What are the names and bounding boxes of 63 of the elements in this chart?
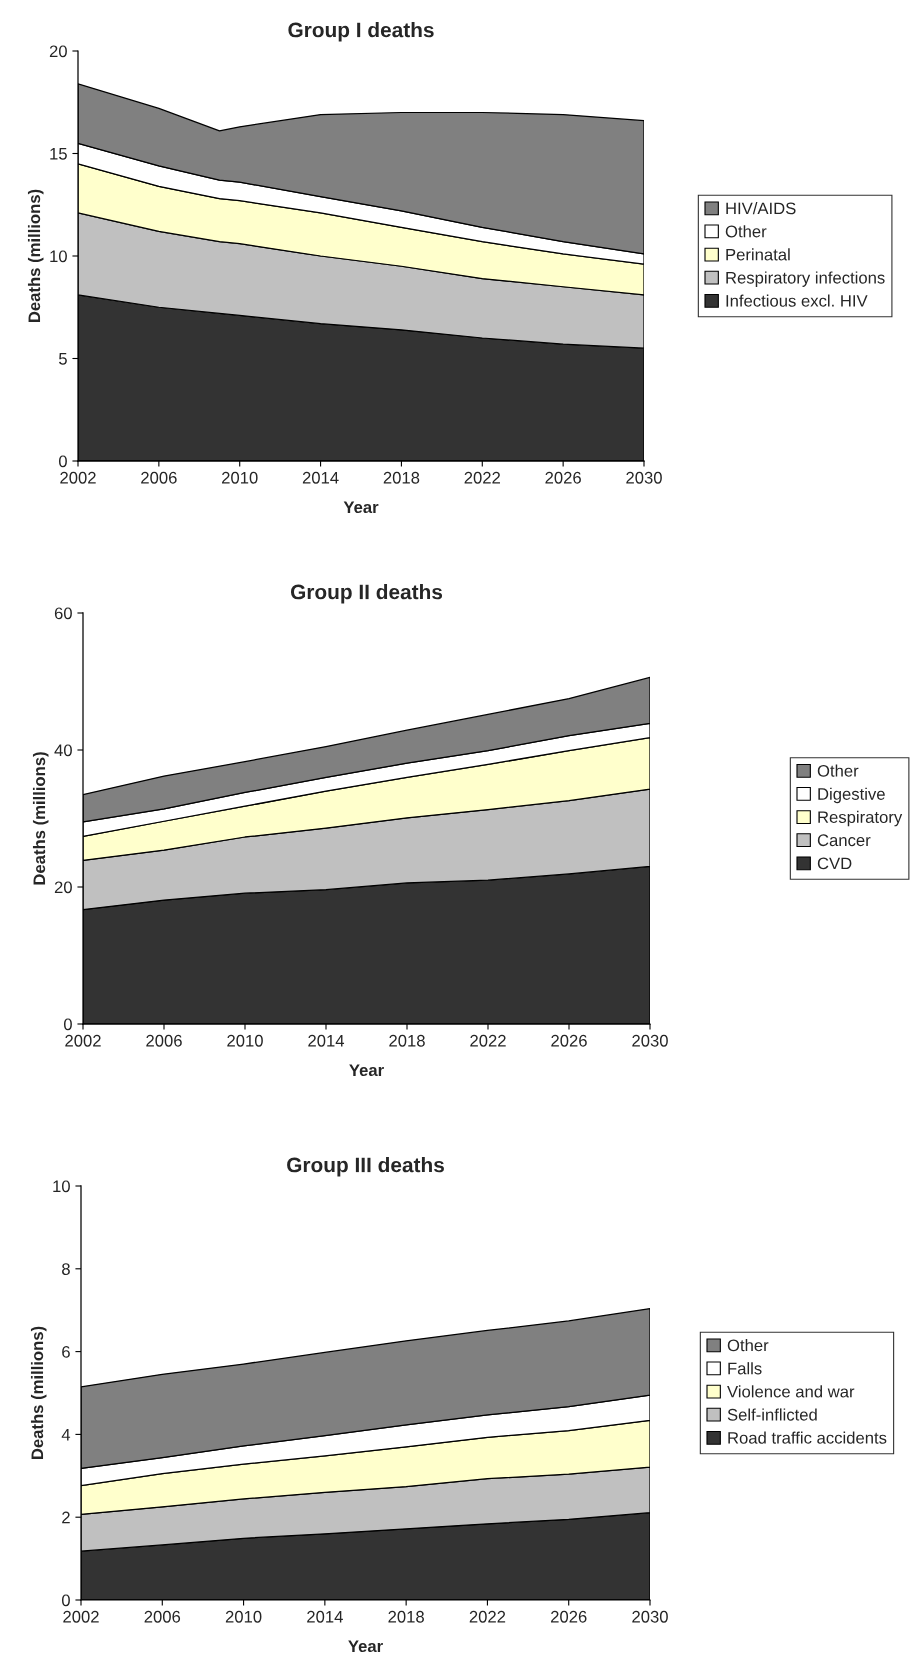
legend-label: Falls xyxy=(728,1362,762,1375)
x-tick-label: 2002 xyxy=(65,1034,101,1047)
x-tick-label: 2026 xyxy=(551,1610,587,1623)
y-tick-label: 60 xyxy=(54,607,72,620)
legend-label: Infectious excl. HIV xyxy=(726,294,868,307)
y-tick-label: 15 xyxy=(50,148,67,160)
legend-label: Cancer xyxy=(817,834,871,847)
y-tick-label: 0 xyxy=(58,455,67,468)
x-tick-label: 2022 xyxy=(470,1034,506,1047)
legend-label: Self-inflicted xyxy=(727,1408,817,1421)
chart-title: Group III deaths xyxy=(287,1157,444,1177)
legend-label: Respiratory infections xyxy=(726,271,885,287)
legend-label: Digestive xyxy=(818,787,885,804)
y-tick-label: 0 xyxy=(63,1018,72,1031)
x-tick-label: 2030 xyxy=(632,1610,668,1623)
y-tick-label: 2 xyxy=(62,1511,70,1524)
x-tick-label: 2026 xyxy=(551,1034,587,1047)
x-tick-label: 2018 xyxy=(388,1610,424,1623)
legend-label: Perinatal xyxy=(726,248,790,261)
chart-title: Group II deaths xyxy=(290,584,443,604)
y-tick-label: 20 xyxy=(54,881,72,894)
x-tick-label: 2022 xyxy=(464,471,500,484)
chart-title: Group I deaths xyxy=(288,22,434,42)
y-axis-title: Deaths (millions) xyxy=(30,1326,47,1460)
x-tick-label: 2006 xyxy=(141,471,177,484)
legend-label: CVD xyxy=(817,857,852,870)
y-tick-label: 4 xyxy=(61,1428,71,1441)
y-axis-title: Deaths (millions) xyxy=(32,752,49,885)
x-tick-label: 2006 xyxy=(144,1610,181,1623)
x-tick-label: 2014 xyxy=(307,1610,343,1623)
x-tick-label: 2010 xyxy=(227,1034,263,1047)
y-axis-title: Deaths (millions) xyxy=(27,189,44,323)
x-tick-label: 2018 xyxy=(389,1034,425,1047)
legend-label: Other xyxy=(727,1339,769,1352)
x-axis-title: Year xyxy=(349,1064,384,1077)
x-tick-label: 2030 xyxy=(632,1034,668,1047)
x-tick-label: 2002 xyxy=(63,1610,99,1623)
x-tick-label: 2006 xyxy=(146,1034,182,1047)
x-tick-label: 2030 xyxy=(626,471,662,484)
x-tick-label: 2014 xyxy=(308,1034,345,1047)
x-tick-label: 2014 xyxy=(302,471,339,484)
x-tick-label: 2026 xyxy=(545,471,581,484)
x-axis-title: Year xyxy=(348,1640,383,1653)
x-axis-title: Year xyxy=(343,501,379,514)
legend-label: Respiratory xyxy=(818,810,903,827)
y-tick-label: 6 xyxy=(62,1346,70,1358)
y-tick-label: 20 xyxy=(49,45,67,58)
legend-label: Other xyxy=(725,225,767,238)
y-tick-label: 8 xyxy=(62,1263,70,1275)
y-tick-label: 10 xyxy=(50,250,67,263)
x-tick-label: 2002 xyxy=(60,471,96,484)
y-tick-label: 0 xyxy=(61,1594,70,1607)
x-tick-label: 2018 xyxy=(383,471,420,484)
x-tick-label: 2010 xyxy=(222,471,258,484)
legend-label: HIV/AIDS xyxy=(726,202,796,215)
y-tick-label: 5 xyxy=(58,353,67,365)
legend-label: Violence and war xyxy=(727,1385,855,1398)
y-tick-label: 10 xyxy=(53,1180,70,1193)
x-tick-label: 2010 xyxy=(225,1610,262,1623)
legend-label: Road traffic accidents xyxy=(728,1431,887,1444)
x-tick-label: 2022 xyxy=(469,1610,506,1623)
legend-label: Other xyxy=(817,764,859,777)
y-tick-label: 40 xyxy=(54,744,72,757)
